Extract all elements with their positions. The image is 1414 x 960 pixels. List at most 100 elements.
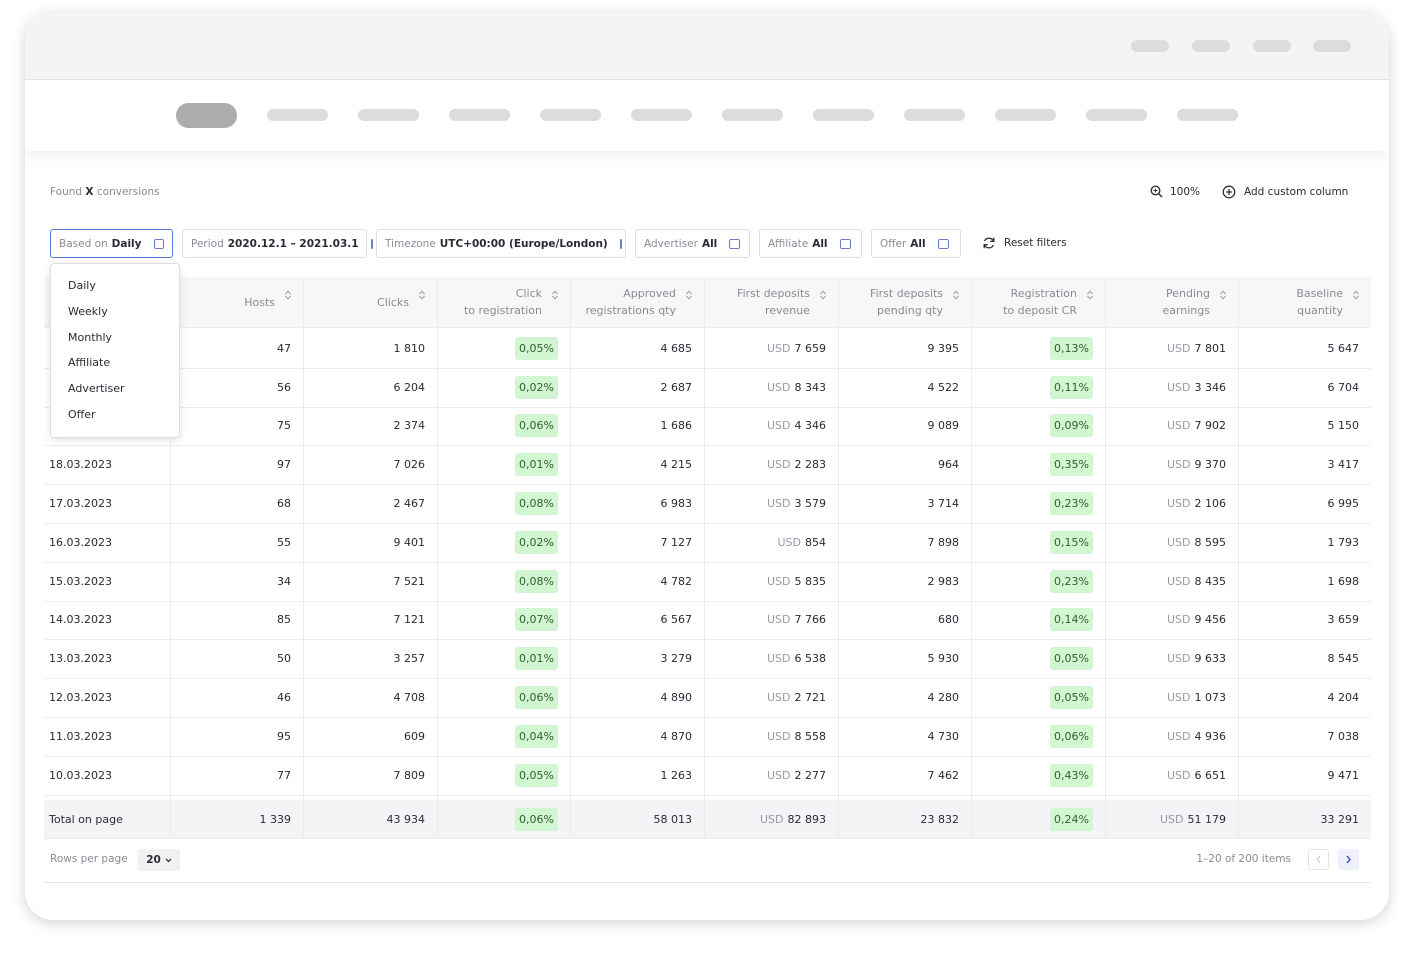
- nav-tab[interactable]: [1177, 109, 1238, 121]
- table-cell: USD5 835: [704, 562, 838, 601]
- table-cell: 0,35%: [971, 445, 1105, 484]
- sort-icon[interactable]: [285, 290, 291, 300]
- prev-page[interactable]: [1308, 849, 1329, 870]
- table-cell: 2 687: [570, 368, 704, 407]
- rate: 0,35%: [1050, 453, 1093, 476]
- table-cell: 34: [170, 562, 303, 601]
- summary-suffix: conversions: [97, 186, 160, 198]
- rate: 0,15%: [1050, 531, 1093, 554]
- nav-tab[interactable]: [631, 109, 692, 121]
- currency: USD: [767, 613, 791, 626]
- table-cell: 4 870: [570, 717, 704, 756]
- table-cell: 4 890: [570, 678, 704, 717]
- table-cell: 9 471: [1238, 756, 1371, 795]
- add-column[interactable]: Add custom column: [1222, 185, 1348, 199]
- sort-icon[interactable]: [820, 290, 826, 300]
- plus-icon: [1222, 185, 1236, 199]
- table-cell: 0,06%: [971, 717, 1105, 756]
- filter-chip[interactable]: Based onDaily: [50, 229, 173, 258]
- nav-tab[interactable]: [449, 109, 510, 121]
- table-cell: 6 995: [1238, 484, 1371, 523]
- amount: 5 835: [795, 575, 827, 588]
- rate: 0,06%: [515, 414, 558, 437]
- nav-tab[interactable]: [1086, 109, 1147, 121]
- column-header[interactable]: Clickto registration: [437, 277, 570, 327]
- filter-chip[interactable]: TimezoneUTC+00:00 (Europe/London): [376, 229, 626, 258]
- amount: 9 456: [1195, 613, 1227, 626]
- table-cell: 7 026: [303, 445, 437, 484]
- filter-value: 2020.12.1 – 2021.03.1: [228, 238, 359, 250]
- next-page[interactable]: [1338, 849, 1359, 870]
- currency: USD: [1167, 613, 1191, 626]
- filter-icon: [620, 239, 622, 249]
- dropdown-item[interactable]: Advertiser: [68, 382, 125, 395]
- amount: 9 633: [1195, 652, 1227, 665]
- column-header[interactable]: First depositspending qty: [838, 277, 971, 327]
- column-header[interactable]: First depositsrevenue: [704, 277, 838, 327]
- nav-tab[interactable]: [267, 109, 328, 121]
- sort-icon[interactable]: [1220, 290, 1226, 300]
- filter-chip[interactable]: Period2020.12.1 – 2021.03.1: [182, 229, 367, 258]
- column-header[interactable]: Approvedregistrations qty: [570, 277, 704, 327]
- amount: 7 801: [1195, 342, 1227, 355]
- rate: 0,06%: [515, 686, 558, 709]
- filter-label: Advertiser: [644, 238, 698, 250]
- column-header[interactable]: Pendingearnings: [1105, 277, 1238, 327]
- rows-per-page-label: Rows per page: [50, 853, 128, 865]
- table-cell: 11.03.2023: [44, 717, 170, 756]
- zoom[interactable]: 100%: [1150, 185, 1200, 198]
- nav-tab[interactable]: [995, 109, 1056, 121]
- rows-per-page-select[interactable]: 20: [138, 849, 180, 871]
- nav-tab[interactable]: [904, 109, 965, 121]
- reset-filters[interactable]: Reset filters: [982, 236, 1067, 250]
- sort-icon[interactable]: [552, 290, 558, 300]
- filter-chip[interactable]: AdvertiserAll: [635, 229, 750, 258]
- nav-tab[interactable]: [358, 109, 419, 121]
- filter-chip[interactable]: AffiliateAll: [759, 229, 862, 258]
- table-cell: USD854: [704, 523, 838, 562]
- nav-tab[interactable]: [176, 103, 237, 128]
- sort-icon[interactable]: [1353, 290, 1359, 300]
- nav-tab[interactable]: [722, 109, 783, 121]
- table-cell: 0,09%: [971, 407, 1105, 446]
- sort-icon[interactable]: [1087, 290, 1093, 300]
- column-header[interactable]: Baselinequantity: [1238, 277, 1371, 327]
- table-cell: 2 374: [303, 407, 437, 446]
- table-cell: 0,08%: [437, 484, 570, 523]
- table-cell: USD9 370: [1105, 445, 1238, 484]
- table-cell: 0,24%: [971, 800, 1105, 838]
- rate: 0,05%: [515, 764, 558, 787]
- sort-icon[interactable]: [953, 290, 959, 300]
- table-cell: USD2 106: [1105, 484, 1238, 523]
- dropdown-item[interactable]: Weekly: [68, 305, 108, 318]
- table-cell: 33 291: [1238, 800, 1371, 838]
- table-cell: 3 417: [1238, 445, 1371, 484]
- dropdown-item[interactable]: Offer: [68, 408, 96, 421]
- table-cell: 0,01%: [437, 639, 570, 678]
- dropdown-item[interactable]: Daily: [68, 279, 96, 292]
- filter-chip[interactable]: OfferAll: [871, 229, 961, 258]
- filter-value: All: [812, 238, 827, 250]
- table-cell: USD8 435: [1105, 562, 1238, 601]
- table-cell: 4 204: [1238, 678, 1371, 717]
- nav-tab[interactable]: [540, 109, 601, 121]
- table-cell: 23 832: [838, 800, 971, 838]
- currency: USD: [777, 536, 801, 549]
- nav-tab[interactable]: [813, 109, 874, 121]
- table-cell: USD4 936: [1105, 717, 1238, 756]
- column-header[interactable]: Registrationto deposit CR: [971, 277, 1105, 327]
- divider: [44, 882, 1371, 883]
- column-header[interactable]: Clicks: [303, 277, 437, 327]
- table-cell: 6 567: [570, 601, 704, 640]
- column-divider: [1238, 277, 1239, 838]
- table-cell: 17.03.2023: [44, 484, 170, 523]
- rate: 0,05%: [1050, 647, 1093, 670]
- sort-icon[interactable]: [686, 290, 692, 300]
- dropdown-item[interactable]: Monthly: [68, 331, 112, 344]
- dropdown-item[interactable]: Affiliate: [68, 356, 110, 369]
- table-cell: 4 708: [303, 678, 437, 717]
- table-cell: 7 898: [838, 523, 971, 562]
- sort-icon[interactable]: [419, 290, 425, 300]
- column-header[interactable]: Hosts: [170, 277, 303, 327]
- amount: 8 435: [1195, 575, 1227, 588]
